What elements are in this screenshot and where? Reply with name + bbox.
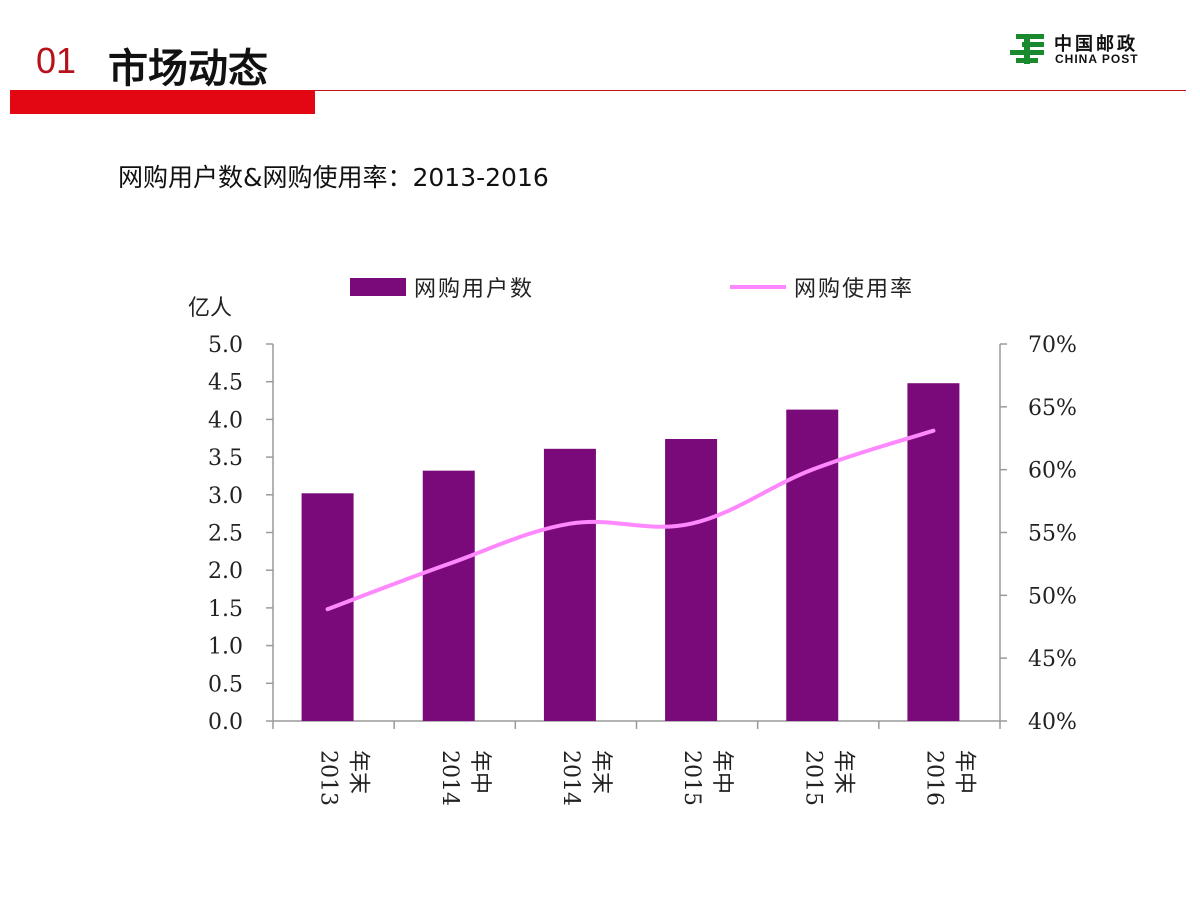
left-tick-label: 0.5 [208, 672, 243, 697]
right-tick-label: 70% [1028, 333, 1077, 358]
x-tick-label-period: 年中 [951, 750, 976, 794]
bar [665, 439, 718, 721]
legend-bar-swatch [350, 278, 406, 296]
left-tick-label: 2.0 [208, 559, 243, 584]
legend-item-rate: 网购使用率 [730, 272, 914, 302]
chart-subtitle: 网购用户数&网购使用率：2013-2016 [118, 163, 549, 192]
x-tick-label-period: 年中 [467, 750, 492, 794]
legend-item-users: 网购用户数 [350, 272, 534, 302]
left-tick-label: 4.5 [208, 371, 243, 396]
left-tick-label: 1.5 [208, 597, 243, 622]
left-tick-label: 0.0 [208, 710, 243, 735]
logo-english-text: CHINA POST [1055, 52, 1139, 66]
header-divider [10, 90, 1186, 91]
section-title: 市场动态 [108, 46, 268, 92]
bar [786, 409, 839, 721]
right-tick-label: 60% [1028, 459, 1077, 484]
y-axis-label: 亿人 [188, 296, 233, 321]
logo-chinese-text: 中国邮政 [1054, 34, 1138, 55]
bar [543, 448, 596, 721]
left-tick-label: 4.0 [208, 408, 243, 433]
china-post-emblem-icon [1010, 34, 1044, 64]
left-tick-label: 2.5 [208, 522, 243, 547]
bar [422, 470, 475, 721]
legend-label-rate: 网购使用率 [794, 277, 915, 302]
x-tick-label-year: 2015 [679, 750, 704, 806]
x-tick-label-period: 年末 [588, 750, 613, 794]
x-tick-label-year: 2014 [558, 750, 583, 806]
left-tick-label: 1.0 [208, 635, 243, 660]
china-post-logo: 中国邮政 CHINA POST [1008, 30, 1168, 70]
bar [907, 383, 960, 721]
x-tick-label-year: 2015 [800, 750, 825, 806]
legend-label-users: 网购用户数 [414, 277, 535, 302]
x-tick-label-year: 2013 [316, 750, 341, 806]
left-tick-label: 3.5 [208, 446, 243, 471]
right-tick-label: 45% [1028, 647, 1077, 672]
left-tick-label: 3.0 [208, 484, 243, 509]
legend-line-swatch [730, 285, 786, 289]
section-number: 01 [36, 40, 77, 81]
left-tick-label: 5.0 [208, 333, 243, 358]
x-tick-label-year: 2014 [437, 750, 462, 806]
x-tick-label-year: 2016 [921, 750, 946, 806]
header-accent-bar [10, 90, 315, 114]
x-tick-label-period: 年中 [709, 750, 734, 794]
x-tick-label-period: 年末 [830, 750, 855, 794]
right-tick-label: 55% [1028, 522, 1077, 547]
right-tick-label: 65% [1028, 396, 1077, 421]
x-tick-label-period: 年末 [346, 750, 371, 794]
right-tick-label: 40% [1028, 710, 1077, 735]
rate-line [325, 428, 936, 612]
right-tick-label: 50% [1028, 584, 1077, 609]
